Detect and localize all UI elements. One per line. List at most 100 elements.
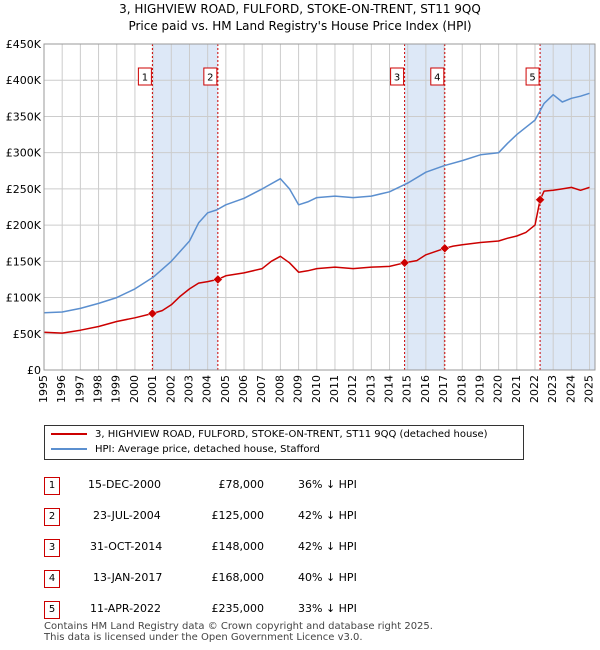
x-tick-label: 2016 bbox=[419, 375, 432, 403]
x-tick-label: 2007 bbox=[255, 375, 268, 403]
x-tick-label: 1996 bbox=[55, 375, 68, 403]
sale-date: 23-JUL-2004 bbox=[93, 509, 161, 522]
x-tick-label: 2008 bbox=[273, 375, 286, 403]
sale-date: 13-JAN-2017 bbox=[93, 571, 163, 584]
legend: 3, HIGHVIEW ROAD, FULFORD, STOKE-ON-TREN… bbox=[44, 425, 524, 460]
table-row: 2 23-JUL-2004 £125,000 42% ↓ HPI bbox=[44, 504, 564, 535]
sale-label-box bbox=[390, 67, 405, 86]
x-tick-label: 2020 bbox=[492, 375, 505, 403]
sale-price: £235,000 bbox=[211, 602, 265, 615]
legend-swatch-hpi bbox=[51, 448, 87, 450]
x-tick-label: 2010 bbox=[310, 375, 323, 403]
sale-label-box bbox=[430, 67, 445, 86]
sale-hpi-diff: 42% ↓ HPI bbox=[298, 509, 357, 522]
sale-label-number: 3 bbox=[394, 73, 400, 84]
footer: Contains HM Land Registry data © Crown c… bbox=[44, 621, 433, 643]
x-tick-label: 2009 bbox=[292, 375, 305, 403]
x-tick-label: 2023 bbox=[546, 375, 559, 403]
y-tick-label: £400K bbox=[6, 74, 42, 87]
sale-period-shade bbox=[404, 44, 445, 370]
x-tick-label: 1999 bbox=[110, 375, 123, 403]
sale-price: £168,000 bbox=[211, 571, 265, 584]
x-tick-label: 1998 bbox=[92, 375, 105, 403]
x-tick-label: 2001 bbox=[146, 375, 159, 403]
hpi-line bbox=[43, 92, 590, 314]
y-tick-label: £350K bbox=[6, 110, 42, 123]
sale-price: £148,000 bbox=[211, 540, 265, 553]
sale-date: 11-APR-2022 bbox=[90, 602, 162, 615]
y-tick-label: £100K bbox=[6, 292, 42, 305]
sale-number-badge: 4 bbox=[44, 570, 60, 588]
x-tick-label: 2025 bbox=[583, 375, 596, 403]
sale-hpi-diff: 40% ↓ HPI bbox=[298, 571, 357, 584]
x-tick-label: 2006 bbox=[237, 375, 250, 403]
sale-date: 31-OCT-2014 bbox=[90, 540, 163, 553]
sale-date: 15-DEC-2000 bbox=[88, 478, 162, 491]
sales-table: 1 15-DEC-2000 £78,000 36% ↓ HPI 2 23-JUL… bbox=[44, 473, 564, 628]
sale-label-number: 5 bbox=[529, 73, 535, 84]
legend-label-hpi: HPI: Average price, detached house, Staf… bbox=[95, 444, 320, 455]
sale-hpi-diff: 33% ↓ HPI bbox=[298, 602, 357, 615]
x-tick-label: 2000 bbox=[128, 375, 141, 403]
sale-number-badge: 2 bbox=[44, 508, 60, 526]
sale-point-marker bbox=[212, 274, 223, 285]
sale-label-box bbox=[203, 67, 218, 86]
sale-number-badge: 3 bbox=[44, 539, 60, 557]
y-tick-label: £50K bbox=[13, 328, 42, 341]
y-tick-label: £450K bbox=[6, 38, 42, 51]
x-tick-label: 2003 bbox=[182, 375, 195, 403]
legend-label-property: 3, HIGHVIEW ROAD, FULFORD, STOKE-ON-TREN… bbox=[95, 429, 488, 440]
x-tick-label: 2004 bbox=[201, 375, 214, 403]
table-row: 1 15-DEC-2000 £78,000 36% ↓ HPI bbox=[44, 473, 564, 504]
x-tick-label: 2014 bbox=[383, 375, 396, 403]
sale-hpi-diff: 42% ↓ HPI bbox=[298, 540, 357, 553]
table-row: 4 13-JAN-2017 £168,000 40% ↓ HPI bbox=[44, 566, 564, 597]
sale-point-marker bbox=[147, 308, 158, 319]
sale-number-badge: 1 bbox=[44, 477, 60, 495]
sale-label-box bbox=[525, 67, 540, 86]
x-tick-label: 2021 bbox=[510, 375, 523, 403]
price-chart: 1 2 3 4 5 £0 £50K £100K £150K £200K £250K £300K £35… bbox=[6, 38, 596, 403]
x-tick-label: 1995 bbox=[37, 375, 50, 403]
footer-licence: This data is licensed under the Open Gov… bbox=[44, 632, 363, 643]
x-tick-label: 2018 bbox=[455, 375, 468, 403]
sale-hpi-diff: 36% ↓ HPI bbox=[298, 478, 357, 491]
sale-label-number: 1 bbox=[142, 73, 148, 84]
sale-price: £78,000 bbox=[218, 478, 265, 491]
sale-period-shade bbox=[152, 44, 218, 370]
x-tick-label: 2017 bbox=[437, 375, 450, 403]
sale-label-number: 4 bbox=[434, 73, 440, 84]
x-tick-label: 2002 bbox=[164, 375, 177, 403]
x-tick-label: 2019 bbox=[473, 375, 486, 403]
table-row: 5 11-APR-2022 £235,000 33% ↓ HPI bbox=[44, 597, 564, 628]
x-tick-label: 2022 bbox=[528, 375, 541, 403]
y-tick-label: £150K bbox=[6, 255, 42, 268]
sale-number-badge: 5 bbox=[44, 601, 60, 619]
sale-period-shade bbox=[540, 44, 595, 370]
sale-label-number: 2 bbox=[207, 73, 213, 84]
sale-point-marker bbox=[535, 194, 545, 205]
x-tick-label: 2011 bbox=[328, 375, 341, 403]
x-tick-label: 2024 bbox=[564, 375, 577, 403]
x-tick-label: 2012 bbox=[346, 375, 359, 403]
footer-copyright: Contains HM Land Registry data © Crown c… bbox=[44, 621, 433, 632]
sale-point-marker bbox=[399, 257, 410, 268]
x-tick-label: 1997 bbox=[73, 375, 86, 403]
x-tick-label: 2013 bbox=[364, 375, 377, 403]
y-tick-label: £0 bbox=[27, 364, 41, 377]
legend-item-property: 3, HIGHVIEW ROAD, FULFORD, STOKE-ON-TREN… bbox=[51, 428, 488, 442]
property-price-line bbox=[43, 186, 590, 334]
chart-title: 3, HIGHVIEW ROAD, FULFORD, STOKE-ON-TREN… bbox=[119, 2, 481, 16]
plot-frame bbox=[43, 43, 596, 371]
table-row: 3 31-OCT-2014 £148,000 42% ↓ HPI bbox=[44, 535, 564, 566]
x-tick-label: 2005 bbox=[219, 375, 232, 403]
sale-point-marker bbox=[439, 243, 450, 254]
sale-label-box bbox=[137, 67, 152, 86]
legend-swatch-property bbox=[51, 433, 87, 435]
x-tick-label: 2015 bbox=[401, 375, 414, 403]
legend-item-hpi: HPI: Average price, detached house, Staf… bbox=[51, 443, 320, 457]
chart-subtitle: Price paid vs. HM Land Registry's House … bbox=[128, 19, 472, 33]
y-tick-label: £250K bbox=[6, 183, 42, 196]
y-tick-label: £300K bbox=[6, 147, 42, 160]
sale-price: £125,000 bbox=[211, 509, 265, 522]
